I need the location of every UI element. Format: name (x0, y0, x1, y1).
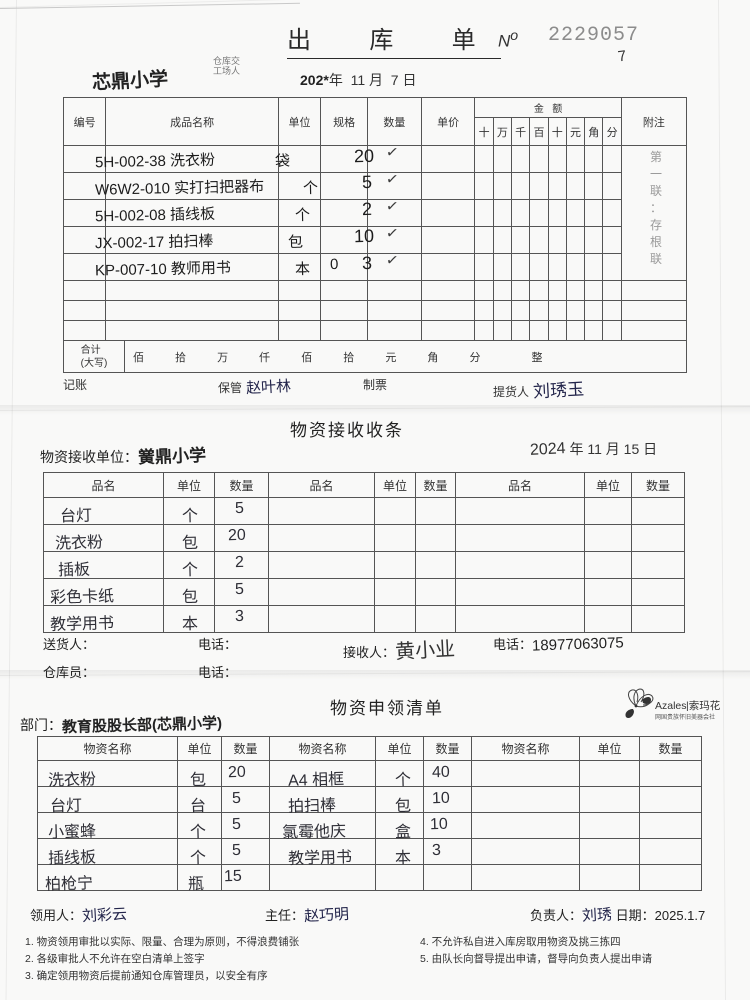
svg-text:网国贵族怀旧美器会社: 网国贵族怀旧美器会社 (655, 713, 715, 721)
svg-text:|索玛花: |索玛花 (686, 699, 721, 712)
svg-text:Azales: Azales (655, 700, 687, 712)
